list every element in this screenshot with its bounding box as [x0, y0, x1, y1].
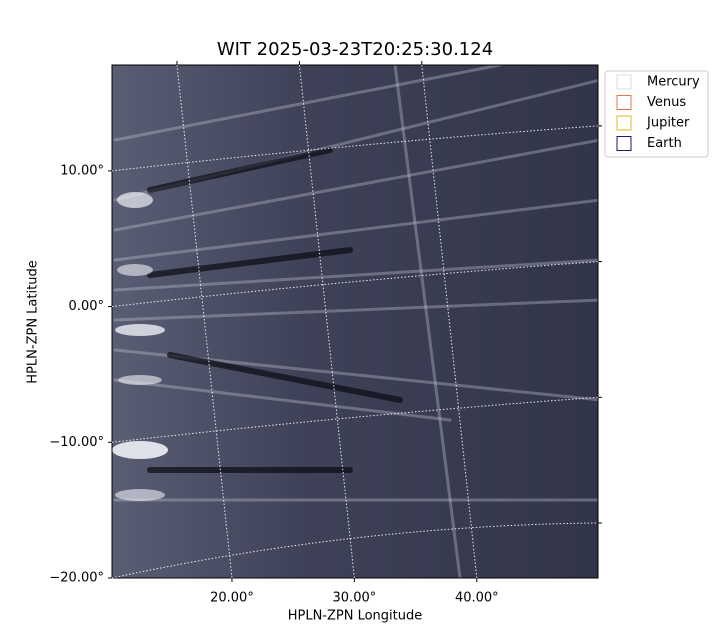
legend-label: Mercury	[647, 75, 700, 90]
x-tick-label: 20.00°	[210, 591, 254, 606]
plot-frame	[111, 64, 599, 579]
x-tick-label: 40.00°	[455, 591, 499, 606]
y-tick-label: 0.00°	[69, 299, 104, 314]
grid-line	[111, 396, 599, 443]
y-tick-label: −10.00°	[49, 435, 104, 450]
legend: Mercury Venus Jupiter Earth	[604, 70, 709, 158]
chart-title: WIT 2025-03-23T20:25:30.124	[217, 39, 493, 60]
x-axis-label: HPLN-ZPN Longitude	[288, 609, 423, 624]
legend-marker	[616, 115, 632, 131]
x-tick-label: 30.00°	[333, 591, 377, 606]
grid-line	[111, 261, 599, 308]
y-axis-label: HPLN-ZPN Latitude	[26, 260, 41, 383]
legend-box	[604, 70, 709, 158]
image-background	[112, 65, 598, 578]
grid-line	[111, 522, 599, 579]
y-tick-label: −20.00°	[49, 571, 104, 586]
legend-marker	[616, 74, 632, 90]
legend-marker	[616, 136, 632, 151]
image-streaks	[112, 65, 598, 578]
legend-label: Earth	[647, 136, 682, 151]
y-tick-label: 10.00°	[60, 163, 104, 178]
legend-label: Jupiter	[646, 116, 690, 131]
grid-line	[111, 125, 599, 172]
legend-marker	[616, 95, 632, 110]
legend-label: Venus	[647, 95, 686, 110]
